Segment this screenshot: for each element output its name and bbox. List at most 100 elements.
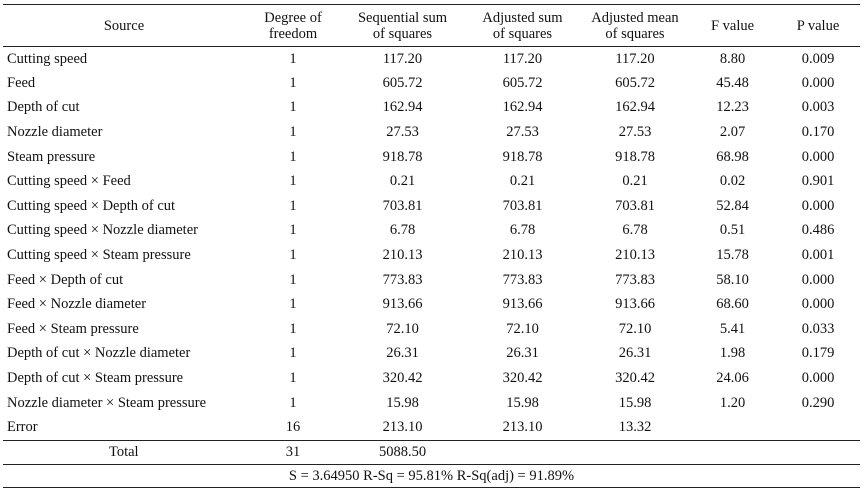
cell-mean: 117.20 [615, 50, 655, 67]
cell-adj: 213.10 [502, 418, 543, 435]
cell-adj: 26.31 [506, 345, 539, 362]
table-row-error: Error 16 213.10 213.10 13.32 [3, 415, 860, 440]
cell-mean: 320.42 [615, 370, 655, 387]
cell-seq: 773.83 [382, 271, 423, 288]
cell-adj: 0.21 [509, 173, 536, 190]
cell-mean: 15.98 [618, 394, 652, 411]
cell-p: 0.290 [801, 394, 835, 411]
cell-df: 1 [289, 345, 297, 362]
cell-p: 0.033 [801, 320, 835, 337]
summary-row: S = 3.64950 R-Sq = 95.81% R-Sq(adj) = 91… [3, 464, 860, 489]
cell-seq: 5088.50 [341, 439, 464, 466]
cell-df: 1 [289, 173, 297, 190]
cell-p: 0.000 [801, 74, 835, 91]
cell-df: 16 [285, 418, 301, 435]
table-row: Nozzle diameter × Steam pressure 1 15.98… [3, 391, 860, 416]
cell-df: 1 [289, 247, 297, 264]
cell-mean: 773.83 [615, 271, 655, 288]
header-seq-line1: Sequential sum [357, 9, 447, 26]
cell-source: Cutting speed × Feed [7, 173, 131, 190]
cell-f: 2.07 [719, 124, 746, 141]
cell-f: 12.23 [716, 99, 749, 116]
cell-p: 0.009 [801, 50, 835, 67]
cell-seq: 0.21 [389, 173, 416, 190]
cell-seq: 913.66 [382, 296, 423, 313]
cell-mean: 26.31 [618, 345, 652, 362]
cell-p: 0.003 [801, 99, 835, 116]
cell-p: 0.486 [801, 222, 835, 239]
cell-source: Depth of cut [7, 99, 80, 116]
cell-source: Steam pressure [7, 148, 96, 165]
cell-seq: 210.13 [382, 247, 423, 264]
cell-f [689, 439, 776, 466]
cell-adj: 27.53 [506, 124, 539, 141]
cell-seq: 72.10 [386, 320, 419, 337]
header-adj-line1: Adjusted sum [482, 9, 563, 26]
cell-p: 0.000 [801, 197, 835, 214]
cell-source: Feed × Depth of cut [7, 271, 124, 288]
cell-adj: 913.66 [502, 296, 543, 313]
table-body: Cutting speed 1 117.20 117.20 117.20 8.8… [3, 47, 860, 466]
cell-df: 1 [289, 370, 297, 387]
cell-source: Cutting speed [7, 50, 88, 67]
cell-adj: 72.10 [506, 320, 539, 337]
header-adj-line2: of squares [492, 25, 553, 42]
table-row: Cutting speed 1 117.20 117.20 117.20 8.8… [3, 47, 860, 72]
table-row: Cutting speed × Steam pressure 1 210.13 … [3, 243, 860, 268]
header-df: Degree of freedom [245, 4, 341, 47]
cell-df: 1 [289, 394, 297, 411]
cell-seq: 27.53 [386, 124, 419, 141]
cell-source: Feed [7, 74, 36, 91]
cell-f: 68.60 [716, 296, 749, 313]
cell-df: 1 [289, 271, 297, 288]
cell-adj: 918.78 [502, 148, 543, 165]
cell-f: 5.41 [719, 320, 746, 337]
cell-source: Depth of cut × Nozzle diameter [7, 345, 191, 362]
table-row: Feed × Depth of cut 1 773.83 773.83 773.… [3, 268, 860, 293]
cell-seq: 162.94 [382, 99, 423, 116]
cell-mean: 918.78 [615, 148, 655, 165]
cell-df: 1 [289, 74, 297, 91]
cell-adj: 210.13 [502, 247, 543, 264]
cell-seq: 213.10 [382, 418, 423, 435]
cell-df: 1 [289, 124, 297, 141]
cell-df: 1 [289, 197, 297, 214]
cell-adj: 117.20 [502, 50, 543, 67]
cell-df: 1 [289, 320, 297, 337]
cell-adj: 6.78 [509, 222, 536, 239]
cell-source: Feed × Nozzle diameter [7, 296, 147, 313]
cell-adj: 605.72 [502, 74, 543, 91]
cell-p: 0.179 [801, 345, 835, 362]
header-mean-line1: Adjusted mean [591, 9, 679, 26]
cell-seq: 918.78 [382, 148, 423, 165]
header-row: Source Degree of freedom Sequential sum … [3, 4, 860, 47]
cell-adj: 162.94 [502, 99, 543, 116]
cell-source: Nozzle diameter × Steam pressure [7, 394, 207, 411]
cell-adj: 703.81 [502, 197, 543, 214]
header-p: P value [776, 4, 860, 47]
table-row: Depth of cut × Steam pressure 1 320.42 3… [3, 366, 860, 391]
cell-f [689, 415, 776, 440]
table-footer: S = 3.64950 R-Sq = 95.81% R-Sq(adj) = 91… [3, 464, 860, 489]
cell-p [776, 439, 860, 466]
cell-f: 1.20 [719, 394, 746, 411]
cell-f: 1.98 [719, 345, 746, 362]
cell-mean: 0.21 [622, 173, 648, 190]
cell-f: 58.10 [716, 271, 749, 288]
table-row: Cutting speed × Depth of cut 1 703.81 70… [3, 194, 860, 219]
table-row: Feed × Steam pressure 1 72.10 72.10 72.1… [3, 317, 860, 342]
table-row: Feed 1 605.72 605.72 605.72 45.48 0.000 [3, 71, 860, 96]
cell-mean: 210.13 [615, 247, 655, 264]
table-header: Source Degree of freedom Sequential sum … [3, 4, 860, 47]
table-row: Nozzle diameter 1 27.53 27.53 27.53 2.07… [3, 120, 860, 145]
header-mean-line2: of squares [605, 25, 665, 42]
cell-mean: 27.53 [618, 124, 652, 141]
cell-source: Depth of cut × Steam pressure [7, 370, 184, 387]
cell-f: 24.06 [716, 370, 749, 387]
cell-source: Feed × Steam pressure [7, 320, 139, 337]
header-seq-line2: of squares [372, 25, 433, 42]
header-df-line1: Degree of [264, 9, 322, 26]
table-row: Steam pressure 1 918.78 918.78 918.78 68… [3, 145, 860, 170]
table-row: Depth of cut 1 162.94 162.94 162.94 12.2… [3, 96, 860, 121]
